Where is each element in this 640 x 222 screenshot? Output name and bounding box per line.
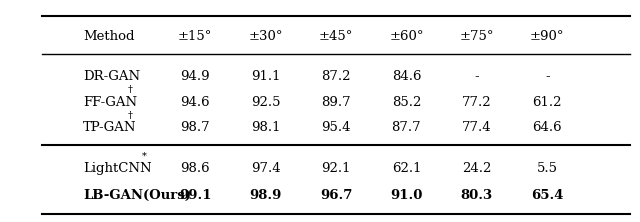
Text: 87.2: 87.2 bbox=[321, 70, 351, 83]
Text: 95.4: 95.4 bbox=[321, 121, 351, 134]
Text: 77.2: 77.2 bbox=[462, 96, 492, 109]
Text: 77.4: 77.4 bbox=[462, 121, 492, 134]
Text: 97.4: 97.4 bbox=[251, 162, 280, 175]
Text: †: † bbox=[127, 85, 132, 94]
Text: 61.2: 61.2 bbox=[532, 96, 562, 109]
Text: †: † bbox=[0, 221, 1, 222]
Text: 91.0: 91.0 bbox=[390, 189, 422, 202]
Text: 91.1: 91.1 bbox=[251, 70, 280, 83]
Text: 96.7: 96.7 bbox=[320, 189, 352, 202]
Text: 94.6: 94.6 bbox=[180, 96, 210, 109]
Text: 84.6: 84.6 bbox=[392, 70, 421, 83]
Text: 65.4: 65.4 bbox=[531, 189, 563, 202]
Text: -: - bbox=[545, 70, 550, 83]
Text: ±45°: ±45° bbox=[319, 30, 353, 43]
Text: 87.7: 87.7 bbox=[392, 121, 421, 134]
Text: 98.1: 98.1 bbox=[251, 121, 280, 134]
Text: ±15°: ±15° bbox=[178, 30, 212, 43]
Text: DR-GAN: DR-GAN bbox=[83, 70, 140, 83]
Text: 5.5: 5.5 bbox=[537, 162, 557, 175]
Text: -: - bbox=[474, 70, 479, 83]
Text: 92.5: 92.5 bbox=[251, 96, 280, 109]
Text: †: † bbox=[0, 221, 1, 222]
Text: TP-GAN: TP-GAN bbox=[83, 121, 137, 134]
Text: †: † bbox=[127, 111, 132, 120]
Text: ±90°: ±90° bbox=[530, 30, 564, 43]
Text: 92.1: 92.1 bbox=[321, 162, 351, 175]
Text: 64.6: 64.6 bbox=[532, 121, 562, 134]
Text: LB-GAN(Ours): LB-GAN(Ours) bbox=[83, 189, 191, 202]
Text: 62.1: 62.1 bbox=[392, 162, 421, 175]
Text: 98.6: 98.6 bbox=[180, 162, 210, 175]
Text: 99.1: 99.1 bbox=[179, 189, 211, 202]
Text: FF-GAN: FF-GAN bbox=[83, 96, 138, 109]
Text: ±60°: ±60° bbox=[389, 30, 424, 43]
Text: 98.9: 98.9 bbox=[250, 189, 282, 202]
Text: ±30°: ±30° bbox=[248, 30, 283, 43]
Text: *: * bbox=[142, 152, 147, 161]
Text: LightCNN: LightCNN bbox=[83, 162, 152, 175]
Text: 85.2: 85.2 bbox=[392, 96, 421, 109]
Text: ±75°: ±75° bbox=[460, 30, 494, 43]
Text: 24.2: 24.2 bbox=[462, 162, 492, 175]
Text: Method: Method bbox=[83, 30, 134, 43]
Text: 80.3: 80.3 bbox=[461, 189, 493, 202]
Text: 89.7: 89.7 bbox=[321, 96, 351, 109]
Text: 94.9: 94.9 bbox=[180, 70, 210, 83]
Text: 98.7: 98.7 bbox=[180, 121, 210, 134]
